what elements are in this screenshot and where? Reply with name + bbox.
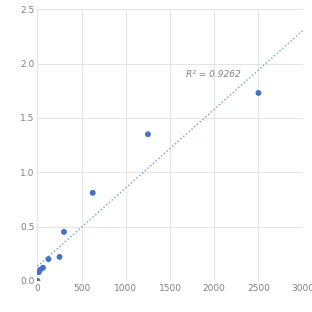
Point bbox=[90, 190, 95, 195]
Point bbox=[57, 254, 62, 259]
Point bbox=[61, 229, 66, 234]
Point bbox=[256, 90, 261, 95]
Point bbox=[35, 278, 40, 283]
Point bbox=[41, 265, 46, 270]
Point bbox=[46, 256, 51, 261]
Point bbox=[145, 132, 150, 137]
Point bbox=[36, 270, 41, 275]
Point bbox=[37, 267, 42, 272]
Text: R² = 0.9262: R² = 0.9262 bbox=[186, 70, 241, 79]
